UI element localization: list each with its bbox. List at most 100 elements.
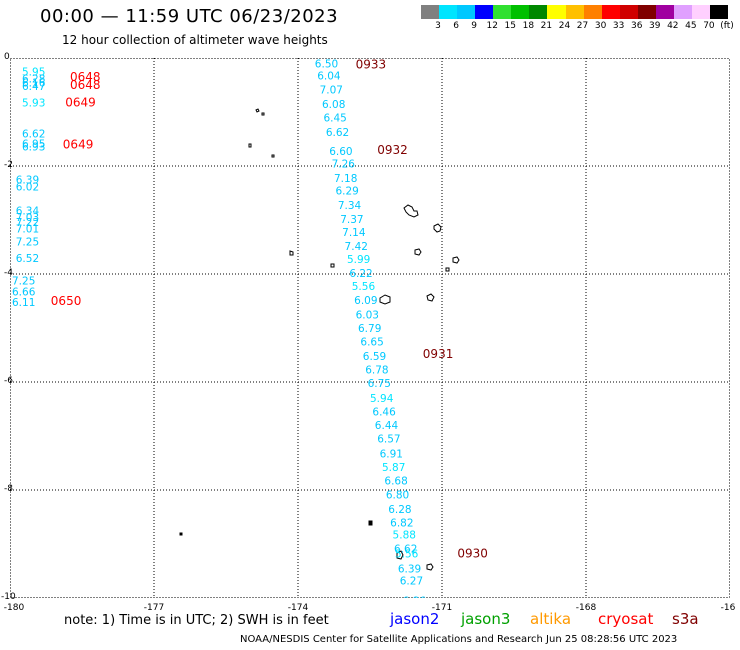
wave-height-value: 6.82 [390, 517, 413, 529]
pass-time-label: 0650 [51, 294, 82, 308]
wave-height-value: 7.26 [332, 158, 356, 170]
wave-height-value: 6.66 [12, 286, 36, 298]
scale-label: 9 [471, 21, 478, 31]
wave-height-value: 6.95 [22, 138, 45, 150]
island-outline [433, 223, 442, 233]
wave-height-value: 6.28 [22, 74, 45, 86]
scale-label: 27 [576, 21, 589, 31]
wave-height-points: 5.956.286.166.475.936.626.956.936.396.02… [12, 58, 427, 598]
scale-label: 33 [612, 21, 625, 31]
longitude-tick-label: -180 [3, 603, 25, 613]
island-outline [452, 256, 460, 264]
footnote: note: 1) Time is in UTC; 2) SWH is in fe… [64, 613, 329, 628]
island-outline [289, 250, 294, 256]
scale-label: (ft) [720, 21, 734, 31]
longitude-tick-label: -177 [143, 603, 165, 613]
wave-height-value: 6.91 [380, 448, 403, 460]
latitude-tick-label: 0 [4, 52, 10, 62]
island-outline [445, 267, 450, 272]
wave-height-value: 7.42 [345, 241, 368, 253]
scale-label: 18 [522, 21, 535, 31]
pass-time-label: 0648 [70, 70, 101, 84]
pass-time-label: 0930 [457, 547, 488, 561]
wave-height-value: 5.93 [22, 97, 45, 109]
pass-time-label: 0649 [65, 95, 96, 109]
wave-height-value: 5.88 [393, 529, 416, 541]
scale-swatch [439, 5, 458, 19]
satellite-legend-s3a: s3a [672, 610, 699, 628]
wave-height-value: 5.56 [395, 549, 419, 561]
wave-height-color-scale [421, 5, 729, 19]
longitude-tick-label: -16 [720, 603, 736, 613]
wave-height-value: 6.79 [358, 323, 381, 335]
scale-swatch [529, 5, 548, 19]
map-border [10, 58, 730, 598]
satellite-legend-cryosat: cryosat [598, 610, 654, 628]
scale-swatch [691, 5, 710, 19]
wave-height-value: 6.62 [394, 543, 417, 555]
wave-height-value: 6.62 [326, 127, 349, 139]
wave-height-value: 6.52 [16, 253, 39, 265]
wave-height-value: 5.99 [347, 254, 370, 266]
scale-swatch [637, 5, 656, 19]
scale-label: 36 [630, 21, 643, 31]
longitude-tick-label: -168 [575, 603, 597, 613]
wave-height-value: 5.56 [352, 281, 376, 293]
wave-height-value: 6.02 [16, 182, 39, 194]
wave-height-value: 7.25 [16, 237, 39, 249]
wave-height-value: 6.39 [16, 175, 39, 187]
map-grid [10, 58, 730, 598]
island-outline [414, 248, 422, 256]
wave-height-value: 6.16 [22, 77, 46, 89]
longitude-tick-label: -174 [287, 603, 309, 613]
satellite-legend-jason2: jason2 [390, 610, 440, 628]
wave-height-value: 7.01 [16, 224, 39, 236]
scale-label: 39 [649, 21, 661, 31]
island-outline [248, 143, 252, 148]
island-outline [426, 293, 435, 302]
latitude-tick-label: -8 [4, 484, 13, 494]
pass-time-label: 0648 [70, 78, 101, 92]
wave-height-value: 6.45 [323, 112, 346, 124]
wave-height-value: 6.93 [22, 142, 45, 154]
wave-height-value: 6.03 [356, 310, 379, 322]
wave-height-value: 6.86 [403, 596, 427, 598]
wave-height-value: 6.28 [388, 504, 411, 516]
wave-height-value: 5.87 [382, 462, 405, 474]
satellite-legend-altika: altika [530, 610, 572, 628]
wave-height-value: 6.34 [16, 205, 40, 217]
wave-height-value: 5.94 [370, 393, 394, 405]
scale-swatch [619, 5, 638, 19]
scale-swatch [565, 5, 584, 19]
wave-height-value: 6.75 [368, 378, 391, 390]
wave-height-value: 7.22 [16, 217, 39, 229]
wave-height-value: 6.65 [360, 337, 383, 349]
scale-label: 30 [594, 21, 607, 31]
scale-swatch [673, 5, 692, 19]
island-outline [261, 112, 265, 116]
scale-swatch [421, 5, 440, 19]
wave-height-value: 6.68 [384, 475, 407, 487]
scale-swatch [583, 5, 602, 19]
island-outline [426, 563, 434, 571]
pass-time-label: 0649 [63, 137, 94, 151]
wave-height-value: 6.22 [349, 268, 372, 280]
wave-height-value: 7.03 [16, 212, 39, 224]
wave-height-value: 6.09 [354, 295, 377, 307]
longitude-tick-label: -171 [431, 603, 453, 613]
wave-height-value: 6.60 [329, 146, 352, 158]
island-outline [368, 520, 373, 526]
wave-height-value: 7.37 [340, 214, 363, 226]
wave-height-value: 6.27 [400, 576, 423, 588]
wave-height-value: 6.39 [398, 563, 421, 575]
wave-height-value: 6.04 [317, 70, 341, 82]
latitude-tick-label: -2 [4, 160, 13, 170]
map-plot-area: 5.956.286.166.475.936.626.956.936.396.02… [10, 58, 730, 598]
wave-height-value: 6.47 [22, 81, 45, 93]
wave-height-value: 6.50 [315, 58, 338, 70]
wave-height-value: 7.25 [12, 275, 35, 287]
scale-swatch [493, 5, 512, 19]
latitude-tick-label: -4 [4, 268, 13, 278]
scale-swatch [655, 5, 674, 19]
wave-height-value: 7.18 [334, 173, 357, 185]
